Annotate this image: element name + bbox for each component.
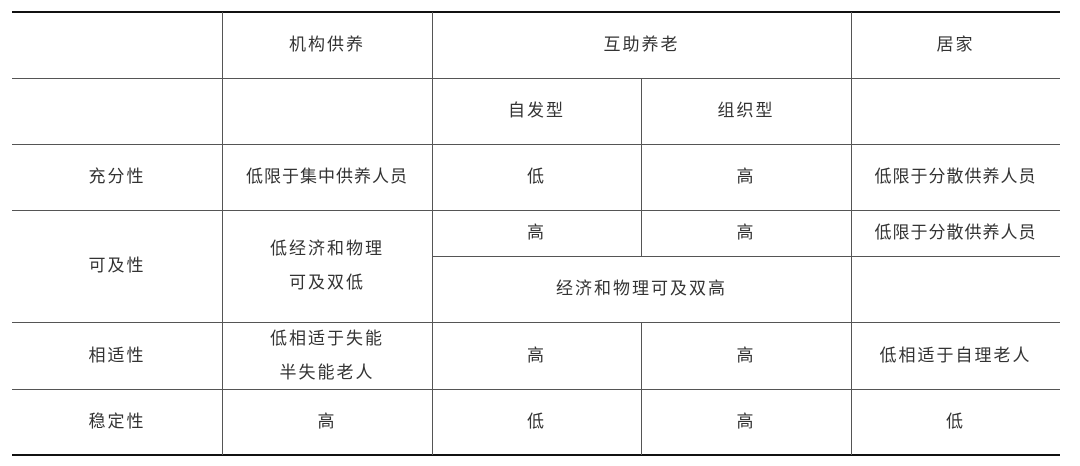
col-divider [641,322,642,455]
cell: 高 [317,412,337,432]
cell: 高 [527,223,546,243]
row-label-accessibility: 可及性 [88,256,146,276]
cell: 低 [527,167,546,187]
row-divider [12,144,1060,145]
cell: 低限于分散供养人员 [874,167,1037,187]
header-mutual: 互助养老 [603,35,680,55]
col-divider [851,12,852,455]
row-divider [12,210,1060,211]
cell: 高 [736,223,756,243]
cell: 低限于分散供养人员 [874,223,1037,243]
row-label-adequacy: 充分性 [88,167,146,187]
header-institution: 机构供养 [289,35,365,55]
cell: 低 [946,412,965,432]
row-divider [12,78,1060,79]
row-divider [12,322,1060,323]
row-divider [432,256,1060,257]
cell: 低限于集中供养人员 [246,167,408,187]
row-divider [12,389,1060,390]
header-home: 居家 [936,35,975,55]
col-divider [222,12,223,455]
row-label-stability: 稳定性 [88,412,146,432]
header-spontaneous: 自发型 [508,101,565,121]
table-top-rule [12,11,1060,13]
cell: 高 [736,345,756,366]
cell: 高 [527,345,546,366]
header-organized: 组织型 [717,101,775,121]
cell: 高 [736,412,756,432]
col-divider [432,12,433,455]
cell: 低相适于失能 半失能老人 [270,328,384,383]
col-divider [641,78,642,256]
cell: 低经济和物理 可及双低 [270,239,384,293]
row-label-suitability: 相适性 [88,345,146,366]
table-bottom-rule [12,454,1060,456]
cell: 低相适于自理老人 [879,345,1032,366]
cell: 高 [736,167,756,187]
cell: 低 [527,412,546,432]
cell-merged: 经济和物理可及双高 [556,279,727,299]
